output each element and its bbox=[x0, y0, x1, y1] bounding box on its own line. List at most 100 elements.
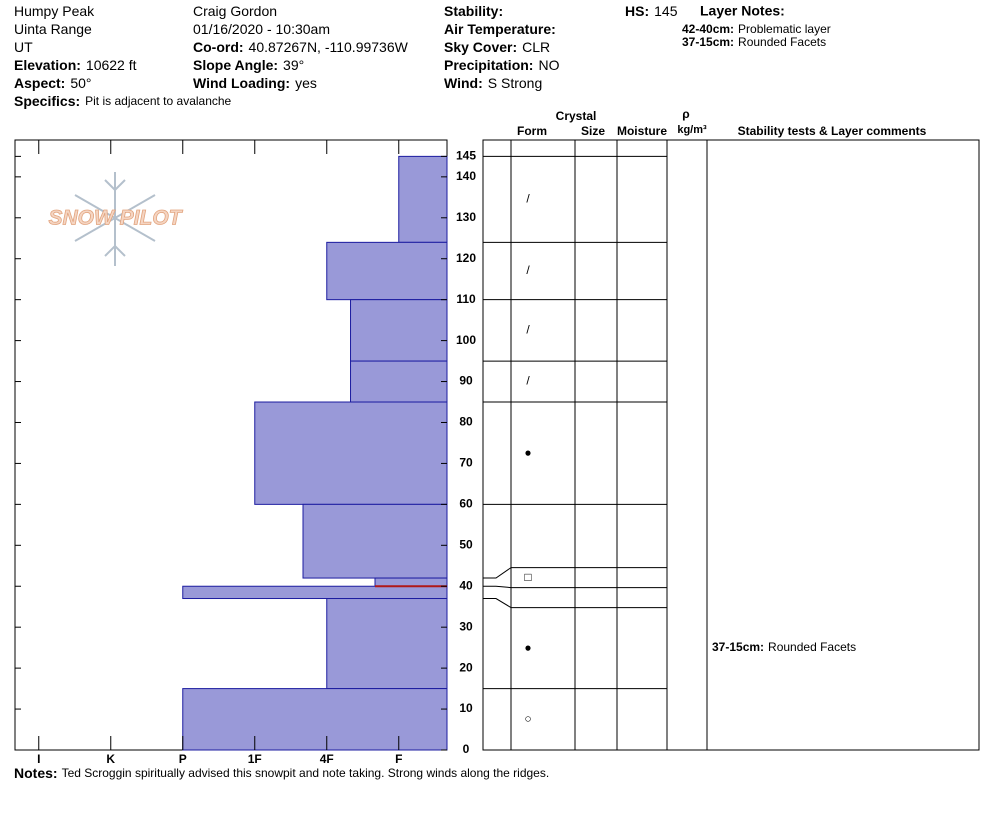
crystal-form: □ bbox=[524, 570, 531, 584]
y-tick-label: 80 bbox=[459, 415, 473, 429]
field-value: NO bbox=[538, 57, 559, 73]
field-label: Sky Cover: bbox=[444, 39, 517, 55]
header-field: Wind Loading: yes bbox=[193, 75, 317, 91]
field-value: Humpy Peak bbox=[14, 3, 95, 19]
comment-label: 37-15cm: bbox=[712, 640, 764, 654]
hardness-bar bbox=[326, 241, 448, 301]
header-field: HS: 145 bbox=[625, 3, 678, 19]
header-field: Specifics: Pit is adjacent to avalanche bbox=[14, 93, 232, 109]
hardness-bar bbox=[182, 585, 448, 600]
y-tick-label: 130 bbox=[456, 210, 476, 224]
field-value: 39° bbox=[283, 57, 304, 73]
field-value: 40.87267N, -110.99736W bbox=[249, 39, 409, 55]
field-value: S Strong bbox=[488, 75, 542, 91]
crystal-form: / bbox=[526, 323, 530, 337]
field-label: 37-15cm: bbox=[682, 35, 734, 49]
x-tick-label: I bbox=[37, 752, 40, 766]
field-value: Pit is adjacent to avalanche bbox=[85, 94, 231, 108]
field-label: Notes: bbox=[14, 765, 58, 781]
field-value: UT bbox=[14, 39, 33, 55]
field-value: 01/16/2020 - 10:30am bbox=[193, 21, 330, 37]
field-label: Precipitation: bbox=[444, 57, 533, 73]
x-tick-label: F bbox=[395, 752, 402, 766]
x-tick-label: K bbox=[106, 752, 115, 766]
field-label: Specifics: bbox=[14, 93, 80, 109]
column-header: kg/m³ bbox=[677, 124, 707, 136]
header-field: Precipitation: NO bbox=[444, 57, 560, 73]
header-field: Notes: Ted Scroggin spiritually advised t… bbox=[14, 765, 549, 781]
hardness-bar bbox=[374, 577, 448, 587]
x-tick-label: P bbox=[179, 752, 187, 766]
hardness-bar bbox=[302, 503, 448, 579]
field-label: 42-40cm: bbox=[682, 22, 734, 36]
layer-connector bbox=[483, 585, 512, 589]
y-tick-label: 90 bbox=[459, 374, 473, 388]
y-tick-label: 30 bbox=[459, 619, 473, 633]
column-header: Form bbox=[517, 124, 547, 138]
layer-notes-title: Layer Notes: bbox=[700, 3, 785, 19]
y-tick-label: 100 bbox=[456, 333, 476, 347]
y-tick-label: 70 bbox=[459, 456, 473, 470]
header-field: 42-40cm: Problematic layer bbox=[682, 22, 831, 36]
field-value: Ted Scroggin spiritually advised this sn… bbox=[62, 766, 550, 780]
header-field: Aspect: 50° bbox=[14, 75, 92, 91]
column-header: Stability tests & Layer comments bbox=[738, 124, 927, 138]
field-value: 50° bbox=[70, 75, 91, 91]
column-header: ρ bbox=[682, 107, 689, 121]
y-tick-label: 10 bbox=[459, 701, 473, 715]
logo-text: SNOW PILOT bbox=[49, 207, 184, 230]
crystal-form: / bbox=[526, 192, 530, 206]
hardness-bar bbox=[326, 598, 448, 690]
header-field: 01/16/2020 - 10:30am bbox=[193, 21, 330, 37]
field-label: Air Temperature: bbox=[444, 21, 556, 37]
field-value: Problematic layer bbox=[738, 22, 831, 36]
header-field: Air Temperature: bbox=[444, 21, 556, 37]
crystal-form: ● bbox=[524, 640, 531, 654]
hardness-bar bbox=[350, 299, 448, 362]
comment-text: Rounded Facets bbox=[768, 640, 856, 654]
header-field: UT bbox=[14, 39, 33, 55]
header-field: Uinta Range bbox=[14, 21, 92, 37]
column-header: Crystal bbox=[556, 109, 597, 123]
crystal-form: ● bbox=[524, 445, 531, 459]
y-tick-label: 60 bbox=[459, 497, 473, 511]
y-tick-label: 0 bbox=[463, 742, 470, 756]
crystal-form: / bbox=[526, 374, 530, 388]
field-label: Elevation: bbox=[14, 57, 81, 73]
y-tick-label: 40 bbox=[459, 578, 473, 592]
header-field: Elevation: 10622 ft bbox=[14, 57, 137, 73]
header-field: Humpy Peak bbox=[14, 3, 95, 19]
crystal-form: / bbox=[526, 263, 530, 277]
y-tick-label: 120 bbox=[456, 251, 476, 265]
hardness-bar bbox=[182, 688, 448, 751]
column-header: Size bbox=[581, 124, 605, 138]
field-label: HS: bbox=[625, 3, 649, 19]
y-tick-label: 20 bbox=[459, 660, 473, 674]
layer-connector bbox=[483, 567, 512, 579]
header-field: Craig Gordon bbox=[193, 3, 277, 19]
header-field: Wind: S Strong bbox=[444, 75, 542, 91]
header-field: Co-ord: 40.87267N, -110.99736W bbox=[193, 39, 409, 55]
y-tick-label: 50 bbox=[459, 537, 473, 551]
field-value: Uinta Range bbox=[14, 21, 92, 37]
field-value: 10622 ft bbox=[86, 57, 137, 73]
field-label: Wind: bbox=[444, 75, 483, 91]
field-value: CLR bbox=[522, 39, 550, 55]
field-value: 145 bbox=[654, 3, 678, 19]
x-tick-label: 1F bbox=[248, 752, 262, 766]
hardness-bar bbox=[398, 155, 448, 243]
y-tick-label: 145 bbox=[456, 149, 476, 163]
field-value: Rounded Facets bbox=[738, 35, 826, 49]
logo bbox=[74, 172, 156, 266]
y-tick-label: 110 bbox=[456, 292, 476, 306]
field-label: Stability: bbox=[444, 3, 503, 19]
field-value: Craig Gordon bbox=[193, 3, 277, 19]
field-label: Slope Angle: bbox=[193, 57, 278, 73]
y-tick-label: 140 bbox=[456, 169, 476, 183]
hardness-bar bbox=[254, 401, 448, 505]
field-label: Co-ord: bbox=[193, 39, 244, 55]
header-field: Slope Angle: 39° bbox=[193, 57, 304, 73]
field-label: Aspect: bbox=[14, 75, 65, 91]
field-label: Wind Loading: bbox=[193, 75, 290, 91]
